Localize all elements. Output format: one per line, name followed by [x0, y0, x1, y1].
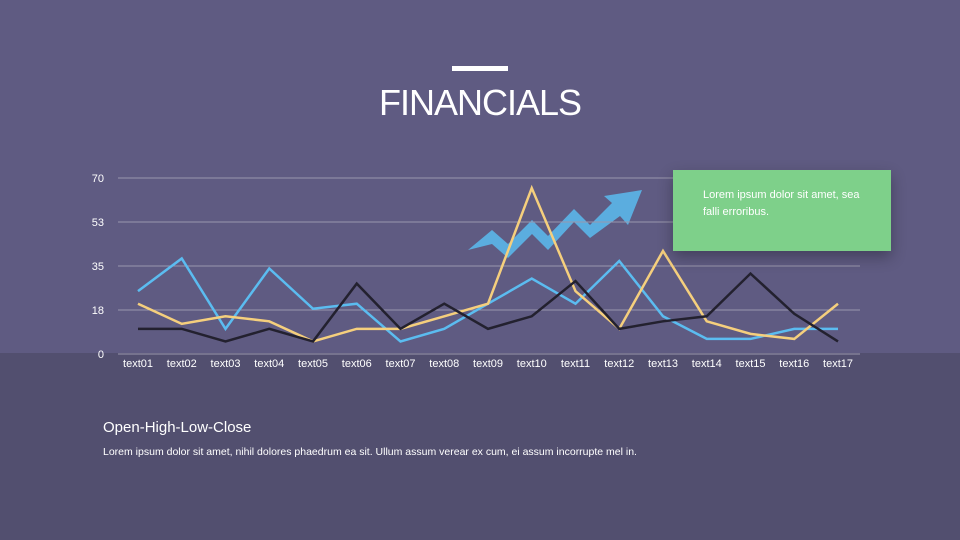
y-tick-label: 53 [92, 217, 104, 229]
page-title: FINANCIALS [378, 82, 582, 123]
x-tick-label: text11 [561, 358, 590, 370]
x-tick-label: text07 [386, 358, 416, 370]
x-tick-label: text13 [648, 358, 678, 370]
x-tick-label: text05 [298, 358, 328, 370]
y-tick-label: 18 [92, 305, 104, 317]
x-tick-label: text16 [779, 358, 809, 370]
x-tick-label: text10 [517, 358, 547, 370]
bottom-band [0, 353, 960, 540]
x-tick-label: text12 [604, 358, 634, 370]
section-description: Lorem ipsum dolor sit amet, nihil dolore… [103, 446, 637, 458]
x-tick-label: text17 [823, 358, 853, 370]
x-tick-label: text03 [211, 358, 241, 370]
series-line-2 [138, 271, 839, 343]
y-tick-label: 0 [98, 349, 104, 361]
title-accent-bar [452, 66, 508, 71]
x-tick-label: text14 [692, 358, 722, 370]
x-tick-label: text04 [254, 358, 284, 370]
x-tick-label: text06 [342, 358, 372, 370]
x-tick-label: text01 [123, 358, 153, 370]
trend-up-arrow-icon [468, 190, 642, 258]
x-tick-label: text15 [736, 358, 766, 370]
y-tick-label: 35 [92, 261, 104, 273]
callout-box: Lorem ipsum dolor sit amet, sea falli er… [673, 170, 891, 251]
line-chart: 0 18 35 53 70 text01 text02 text03 text04 text05 t… [92, 173, 860, 370]
section-subtitle: Open-High-Low-Close [103, 419, 252, 436]
x-tick-label: text08 [429, 358, 459, 370]
x-tick-label: text02 [167, 358, 197, 370]
x-tick-label: text09 [473, 358, 503, 370]
y-tick-label: 70 [92, 173, 104, 185]
